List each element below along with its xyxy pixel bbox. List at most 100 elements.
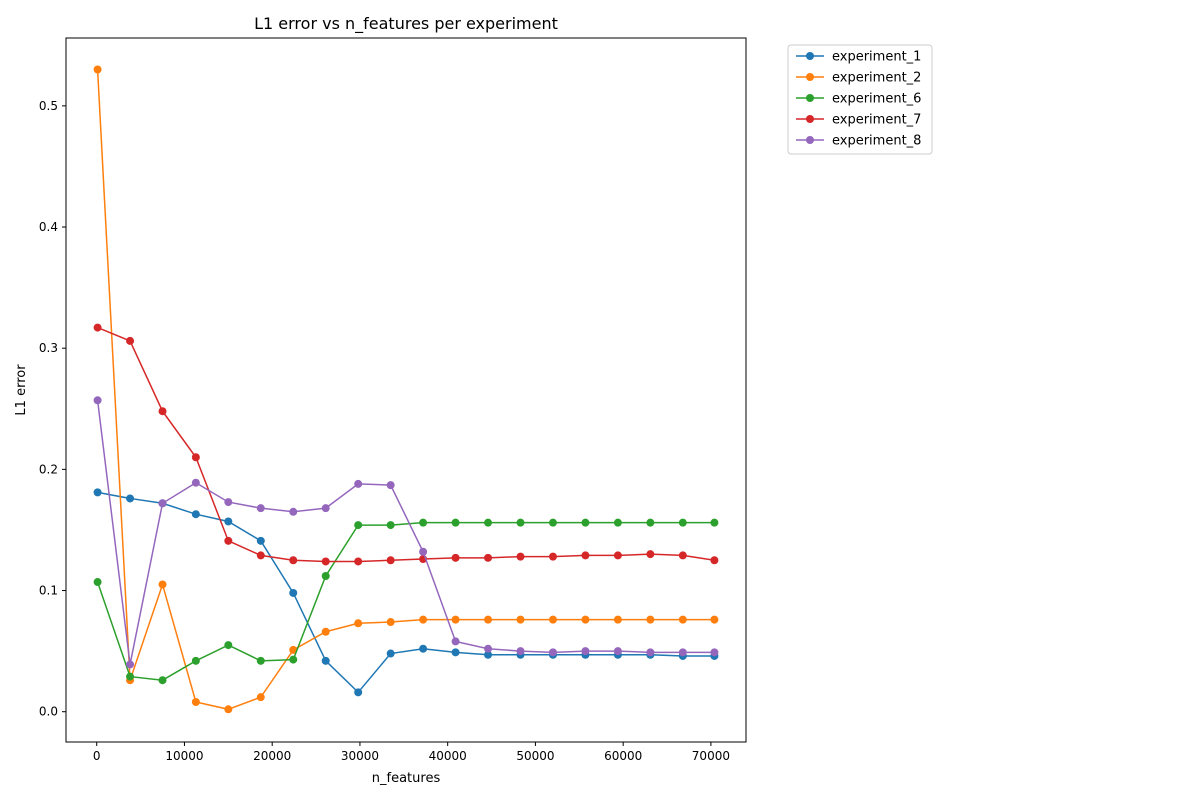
data-point — [516, 647, 525, 656]
data-point — [613, 615, 622, 624]
data-point — [354, 479, 363, 488]
legend-item: experiment_2 — [796, 71, 921, 86]
x-axis-label: n_features — [372, 771, 441, 786]
y-tick-label: 0.2 — [39, 462, 58, 476]
x-tick-label: 0 — [93, 749, 101, 763]
data-point — [484, 644, 493, 653]
data-point — [484, 553, 493, 562]
data-point — [451, 553, 460, 562]
legend-item: experiment_6 — [796, 92, 921, 107]
x-axis: 0 10000 20000 30000 40000 50000 60000 70000 — [93, 742, 730, 763]
data-point — [256, 504, 265, 513]
data-point — [191, 478, 200, 487]
data-point — [321, 504, 330, 513]
data-point — [93, 488, 102, 497]
x-tick-label: 70000 — [692, 749, 730, 763]
series-experiment_8 — [93, 396, 719, 669]
data-point — [354, 521, 363, 530]
data-point — [224, 536, 233, 545]
data-point — [158, 499, 167, 508]
data-point — [613, 551, 622, 560]
data-point — [484, 650, 493, 659]
data-point — [256, 656, 265, 665]
data-point — [191, 656, 200, 665]
data-point — [548, 648, 557, 657]
data-point — [256, 536, 265, 545]
data-point — [451, 615, 460, 624]
data-point — [126, 494, 135, 503]
legend-marker — [806, 94, 814, 102]
data-point — [581, 551, 590, 560]
legend-marker — [806, 73, 814, 81]
data-point — [93, 578, 102, 587]
data-point — [581, 647, 590, 656]
data-point — [386, 481, 395, 490]
y-tick-label: 0.3 — [39, 341, 58, 355]
data-point — [386, 649, 395, 658]
data-point — [158, 676, 167, 685]
data-point — [516, 615, 525, 624]
data-point — [484, 518, 493, 527]
data-point — [191, 510, 200, 519]
legend-label: experiment_7 — [832, 113, 921, 128]
data-point — [191, 453, 200, 462]
data-point — [451, 648, 460, 657]
axes-frame — [65, 37, 747, 743]
data-point — [224, 705, 233, 714]
data-point — [321, 656, 330, 665]
data-point — [158, 407, 167, 416]
x-tick-label: 20000 — [253, 749, 291, 763]
data-point — [289, 556, 298, 565]
plot-area — [93, 65, 719, 714]
data-point — [710, 556, 719, 565]
legend-marker — [806, 115, 814, 123]
data-point — [289, 507, 298, 516]
data-point — [256, 693, 265, 702]
data-point — [321, 627, 330, 636]
legend-item: experiment_1 — [796, 50, 921, 65]
data-point — [678, 551, 687, 560]
y-axis-label: L1 error — [14, 364, 29, 416]
data-point — [646, 648, 655, 657]
data-point — [451, 637, 460, 646]
data-point — [158, 580, 167, 589]
data-point — [386, 618, 395, 627]
data-point — [548, 518, 557, 527]
data-point — [321, 571, 330, 580]
data-point — [224, 498, 233, 507]
y-tick-label: 0.5 — [39, 99, 58, 113]
data-point — [289, 655, 298, 664]
legend-frame — [787, 44, 933, 155]
data-point — [354, 557, 363, 566]
data-point — [484, 615, 493, 624]
data-point — [419, 518, 428, 527]
legend-label: experiment_8 — [832, 134, 921, 149]
data-point — [289, 588, 298, 597]
legend-label: experiment_2 — [832, 71, 921, 86]
series-line — [96, 521, 715, 681]
y-tick-label: 0.0 — [39, 705, 58, 719]
data-point — [386, 521, 395, 530]
data-point — [419, 644, 428, 653]
data-point — [354, 688, 363, 697]
data-point — [678, 648, 687, 657]
series-line — [96, 400, 715, 665]
series-experiment_6 — [93, 518, 719, 685]
data-point — [451, 518, 460, 527]
data-point — [126, 672, 135, 681]
series-line — [97, 491, 715, 694]
data-point — [613, 647, 622, 656]
legend-item: experiment_7 — [796, 113, 921, 128]
data-point — [548, 615, 557, 624]
legend-label: experiment_6 — [832, 92, 921, 107]
data-point — [710, 615, 719, 624]
data-point — [93, 65, 102, 74]
series-line — [97, 326, 715, 563]
data-point — [710, 648, 719, 657]
chart-title: L1 error vs n_features per experiment — [254, 14, 558, 34]
data-point — [678, 615, 687, 624]
data-point — [126, 336, 135, 345]
legend-label: experiment_1 — [832, 50, 921, 65]
data-point — [581, 518, 590, 527]
